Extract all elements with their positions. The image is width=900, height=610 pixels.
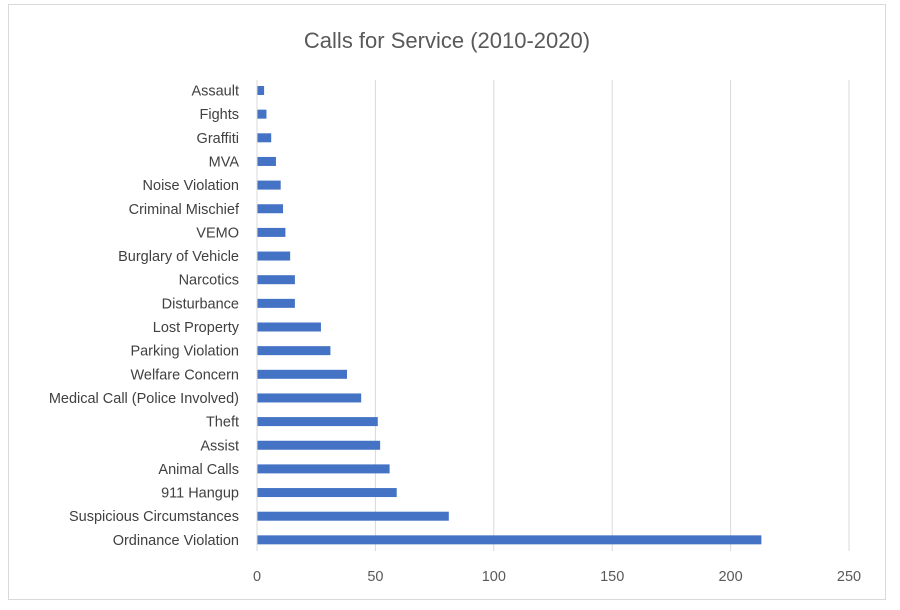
category-label: Assault	[191, 84, 239, 100]
bar	[257, 535, 762, 545]
category-label: Ordinance Violation	[113, 533, 239, 549]
bar	[257, 369, 347, 379]
x-tick-label: 50	[367, 569, 383, 585]
category-label: Theft	[206, 415, 239, 431]
x-tick-label: 250	[837, 569, 861, 585]
x-tick-label: 100	[482, 569, 506, 585]
category-label: Narcotics	[179, 273, 239, 289]
bar	[257, 322, 321, 332]
category-label: Graffiti	[197, 131, 239, 147]
bar	[257, 86, 265, 95]
bar	[257, 227, 286, 237]
category-label: Welfare Concern	[130, 367, 239, 383]
category-label: Criminal Mischief	[129, 202, 240, 218]
category-label: Burglary of Vehicle	[118, 249, 239, 265]
x-tick-label: 200	[718, 569, 742, 585]
bar	[257, 204, 284, 214]
chart-frame	[8, 4, 886, 600]
bar	[257, 133, 272, 143]
category-label: Noise Violation	[143, 178, 239, 194]
category-label: Parking Violation	[130, 344, 239, 360]
bar	[257, 488, 397, 498]
category-labels: Assault Fights Graffiti MVA Noise Violation C…	[49, 84, 240, 549]
chart-title: Calls for Service (2010-2020)	[304, 28, 590, 53]
category-label: Lost Property	[153, 320, 240, 336]
bar	[257, 346, 331, 356]
bar	[257, 275, 295, 285]
category-label: Suspicious Circumstances	[69, 509, 239, 525]
bar	[257, 298, 295, 308]
category-label: MVA	[209, 154, 240, 170]
bar	[257, 511, 449, 521]
bar	[257, 417, 378, 427]
category-label: Disturbance	[162, 296, 239, 312]
bar	[257, 180, 281, 190]
category-label: VEMO	[196, 225, 239, 241]
gridlines	[374, 80, 850, 551]
bar	[257, 464, 390, 474]
bar	[257, 251, 291, 261]
x-tick-label: 150	[600, 569, 624, 585]
category-label: Animal Calls	[158, 462, 239, 478]
bar	[257, 109, 267, 119]
category-label: Fights	[200, 107, 240, 123]
bar	[257, 156, 276, 166]
x-tick-labels: 0 50 100 150 200 250	[253, 569, 861, 585]
category-label: 911 Hangup	[161, 486, 239, 502]
category-label: Assist	[200, 438, 239, 454]
bars	[257, 86, 762, 545]
bar	[257, 393, 362, 403]
category-label: Medical Call (Police Involved)	[49, 391, 239, 407]
bar	[257, 440, 381, 450]
x-tick-label: 0	[253, 569, 261, 585]
